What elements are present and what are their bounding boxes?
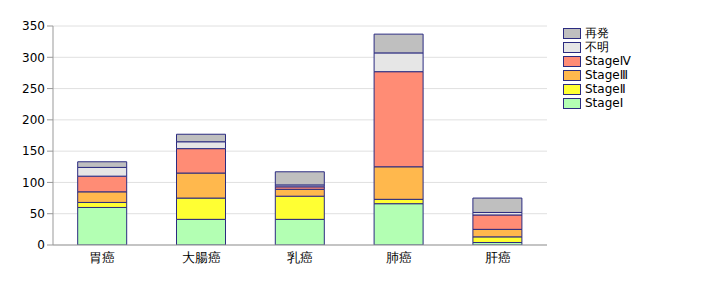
svg-text:胃癌: 胃癌 (89, 250, 115, 265)
svg-text:0: 0 (37, 238, 45, 252)
svg-text:300: 300 (22, 51, 45, 65)
svg-text:肝癌: 肝癌 (485, 250, 511, 265)
svg-text:50: 50 (30, 207, 45, 221)
svg-text:150: 150 (22, 144, 45, 158)
html-text:不明: 不明 (585, 39, 609, 54)
svg-text:肺癌: 肺癌 (386, 250, 412, 265)
html-text:StageⅡ: StageⅡ (585, 82, 626, 96)
svg-text:大腸癌: 大腸癌 (182, 250, 221, 265)
svg-text:200: 200 (22, 113, 45, 127)
html-text:StageⅣ: StageⅣ (585, 54, 631, 68)
html-text:再発: 再発 (585, 25, 609, 40)
svg-text:乳癌: 乳癌 (287, 250, 313, 265)
svg-text:350: 350 (22, 19, 45, 33)
svg-text:250: 250 (22, 82, 45, 96)
html-text:StageⅠ: StageⅠ (585, 96, 624, 110)
svg-text:100: 100 (22, 176, 45, 190)
html-text:StageⅢ: StageⅢ (585, 68, 628, 82)
